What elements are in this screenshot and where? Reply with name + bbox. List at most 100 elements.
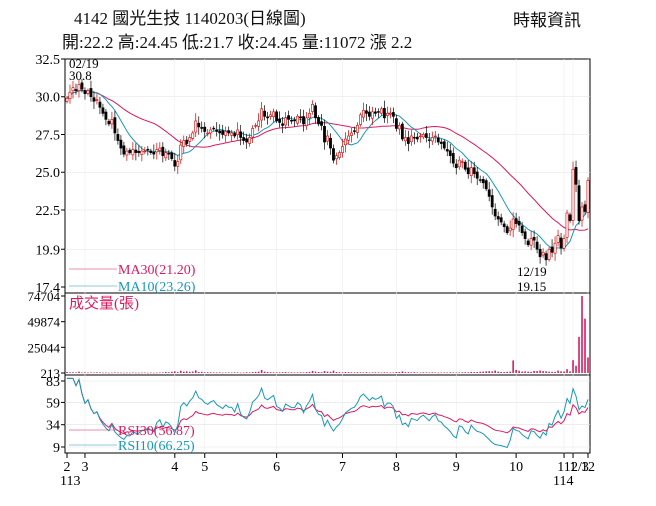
candle xyxy=(167,149,171,161)
candle xyxy=(379,106,383,116)
volume-bar xyxy=(362,372,365,373)
volume-bar xyxy=(422,372,425,373)
volume-bar xyxy=(233,372,236,373)
candle xyxy=(71,80,75,99)
candle xyxy=(296,114,299,126)
candle xyxy=(134,143,138,161)
candle xyxy=(335,152,338,165)
candle-body xyxy=(164,152,168,159)
volume-bar xyxy=(365,372,368,373)
candle-body xyxy=(421,134,425,138)
candle xyxy=(83,87,87,100)
candle xyxy=(469,160,473,184)
volume-tick-label: 74704 xyxy=(28,289,61,304)
candle xyxy=(293,116,296,127)
candle xyxy=(143,147,147,155)
candle xyxy=(535,236,539,254)
candle-body xyxy=(529,238,533,246)
candle-body xyxy=(113,117,117,134)
candle xyxy=(445,141,449,157)
volume-bar xyxy=(500,371,502,373)
volume-bar xyxy=(170,371,173,373)
volume-bar xyxy=(72,372,74,373)
candle-body xyxy=(433,135,437,138)
candle xyxy=(418,132,422,143)
volume-bar xyxy=(368,372,371,374)
volume-bar xyxy=(371,372,374,373)
volume-bar xyxy=(563,371,565,373)
candle-body xyxy=(104,111,108,120)
candle-body xyxy=(314,105,317,119)
candle-body xyxy=(374,111,377,114)
volume-bar xyxy=(257,371,260,373)
volume-bar xyxy=(524,371,526,373)
candle-body xyxy=(356,125,359,133)
candle-body xyxy=(248,137,252,144)
x-month-label: 11 xyxy=(557,460,570,475)
volume-bar xyxy=(75,372,77,373)
volume-bar xyxy=(111,372,113,374)
candle-body xyxy=(77,84,81,92)
candle-body xyxy=(185,139,189,144)
candle-body xyxy=(514,218,518,224)
candle-body xyxy=(583,204,587,212)
volume-bar xyxy=(272,372,275,373)
candle-body xyxy=(523,231,527,239)
x-month-label: 9 xyxy=(453,460,460,475)
candle xyxy=(556,229,560,247)
volume-bar xyxy=(452,372,455,373)
candle xyxy=(329,133,332,155)
candle-body xyxy=(580,206,584,221)
volume-bar xyxy=(488,371,490,373)
volume-bar xyxy=(209,372,212,373)
volume-bar xyxy=(108,372,110,374)
volume-bar xyxy=(159,372,161,374)
candle xyxy=(89,80,93,102)
candle-body xyxy=(362,110,365,118)
volume-bar xyxy=(551,371,553,373)
candle-body xyxy=(89,88,93,98)
candle xyxy=(185,136,189,147)
candle-body xyxy=(394,118,398,129)
volume-bar xyxy=(248,372,251,373)
volume-bar xyxy=(260,369,263,373)
high-value-annotation: 30.8 xyxy=(69,68,92,83)
volume-tick-label: 25044 xyxy=(28,340,61,355)
candle-body xyxy=(98,101,102,108)
volume-bar xyxy=(179,370,182,373)
volume-bar xyxy=(227,372,230,373)
candle xyxy=(278,111,281,128)
candle-body xyxy=(128,149,132,153)
volume-bar xyxy=(482,371,485,373)
candle-body xyxy=(131,149,135,156)
volume-bar xyxy=(81,372,83,374)
volume-bar xyxy=(467,372,470,373)
candle-body xyxy=(487,189,491,197)
candle-body xyxy=(538,248,542,258)
candle-body xyxy=(245,138,249,143)
candle-body xyxy=(230,132,234,136)
quote-summary: 開:22.2 高:24.45 低:21.7 收:24.45 量:11072 漲 … xyxy=(62,33,413,52)
volume-bar xyxy=(305,372,308,373)
volume-bar xyxy=(377,372,380,373)
volume-bar xyxy=(290,372,293,373)
volume-bar xyxy=(503,372,505,373)
candle-body xyxy=(242,137,246,141)
candle xyxy=(218,124,222,141)
candle-body xyxy=(158,147,162,151)
volume-bar xyxy=(332,370,335,373)
candle-body xyxy=(122,145,126,155)
candle xyxy=(248,133,252,147)
candle xyxy=(493,203,497,221)
candle xyxy=(287,110,290,127)
candle-body xyxy=(200,127,204,129)
candle xyxy=(188,134,192,148)
candle-body xyxy=(101,107,105,114)
volume-bar xyxy=(320,372,323,373)
candle xyxy=(490,188,494,215)
price-tick-label: 25.0 xyxy=(36,166,61,181)
candle xyxy=(95,93,99,105)
volume-bar xyxy=(251,372,254,373)
candle-body xyxy=(439,141,443,144)
